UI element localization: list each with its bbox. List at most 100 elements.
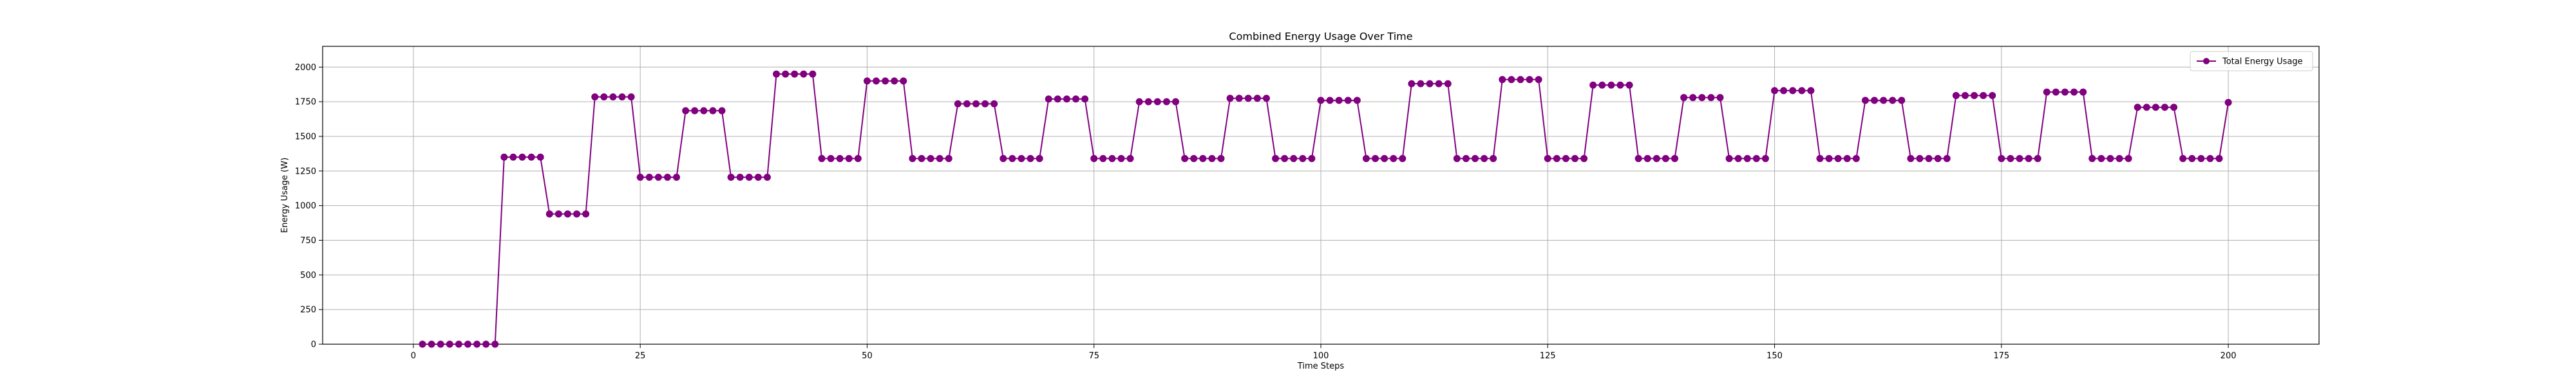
data-point — [682, 107, 690, 115]
data-point — [827, 154, 835, 162]
data-point — [836, 154, 844, 162]
data-point — [473, 340, 481, 348]
data-point — [518, 153, 526, 161]
data-point — [1761, 154, 1769, 162]
grid-lines — [323, 46, 2319, 345]
data-point — [1362, 154, 1370, 162]
data-point — [573, 210, 581, 218]
data-point — [509, 153, 517, 161]
y-tick-label: 1750 — [295, 98, 316, 107]
data-point — [527, 153, 535, 161]
data-point — [1871, 96, 1879, 104]
data-point — [2125, 154, 2132, 162]
y-tick-label: 250 — [300, 306, 316, 315]
data-point — [1235, 95, 1243, 102]
data-point — [1036, 154, 1043, 162]
data-point — [1135, 98, 1143, 106]
data-point — [1952, 91, 1960, 99]
data-point — [791, 70, 799, 78]
data-point — [2088, 154, 2096, 162]
data-point — [1253, 95, 1261, 102]
data-point — [727, 174, 735, 181]
data-point — [2025, 154, 2032, 162]
legend-entry-label: Total Energy Usage — [2222, 57, 2303, 67]
data-point — [654, 174, 662, 181]
data-point — [927, 154, 934, 162]
data-point — [2161, 104, 2168, 111]
data-point — [782, 70, 790, 78]
data-point — [1989, 91, 1996, 99]
data-point — [1843, 154, 1851, 162]
data-point — [1054, 95, 1061, 103]
data-point — [2152, 104, 2159, 111]
data-point — [2134, 104, 2141, 111]
data-point — [482, 340, 490, 348]
data-point — [2170, 104, 2178, 111]
data-point — [419, 340, 426, 348]
series-line — [422, 73, 2230, 345]
data-point — [500, 153, 508, 161]
data-point — [1580, 154, 1588, 162]
data-point — [2215, 154, 2223, 162]
data-point — [773, 70, 781, 78]
data-point — [1353, 96, 1361, 104]
legend-box — [2190, 51, 2313, 71]
labels-group: Combined Energy Usage Over Time Time Ste… — [280, 30, 1413, 371]
data-point — [1643, 154, 1651, 162]
data-point — [1517, 76, 1524, 84]
data-point — [1625, 81, 1633, 89]
data-point — [845, 154, 853, 162]
data-point — [1562, 154, 1569, 162]
data-point — [1108, 154, 1116, 162]
data-point — [1916, 154, 1924, 162]
x-tick-label: 0 — [411, 351, 416, 361]
series-group — [419, 70, 2232, 348]
data-point — [636, 174, 644, 181]
x-tick-label: 50 — [862, 351, 873, 361]
data-point — [1798, 87, 1806, 95]
data-point — [446, 340, 453, 348]
data-point — [1589, 81, 1597, 89]
data-point — [981, 100, 989, 107]
data-point — [1571, 154, 1579, 162]
data-point — [1009, 154, 1016, 162]
data-point — [990, 100, 998, 107]
data-point — [936, 154, 943, 162]
data-point — [1308, 154, 1316, 162]
x-tick-label: 25 — [635, 351, 646, 361]
data-point — [1807, 87, 1815, 95]
data-point — [800, 70, 808, 78]
data-point — [1544, 154, 1551, 162]
y-tick-label: 2000 — [295, 63, 316, 73]
y-tick-label: 750 — [300, 236, 316, 246]
data-point — [554, 210, 562, 218]
data-point — [1018, 154, 1025, 162]
data-point — [1716, 94, 1724, 102]
data-point — [2070, 88, 2078, 96]
data-point — [1090, 154, 1098, 162]
data-point — [1490, 154, 1497, 162]
data-point — [1707, 94, 1715, 102]
data-point — [1671, 154, 1679, 162]
legend-marker — [2203, 58, 2210, 64]
data-point — [1272, 154, 1280, 162]
data-point — [1898, 96, 1906, 104]
data-point — [1027, 154, 1034, 162]
data-point — [818, 154, 826, 162]
data-point — [1499, 76, 1506, 84]
data-point — [582, 210, 590, 218]
data-point — [1099, 154, 1107, 162]
data-point — [1607, 81, 1615, 89]
data-point — [2098, 154, 2105, 162]
data-point — [863, 77, 871, 85]
data-point — [1980, 91, 1987, 99]
x-tick-label: 175 — [1993, 351, 2009, 361]
data-point — [2061, 88, 2069, 96]
data-point — [1662, 154, 1669, 162]
data-point — [1326, 96, 1334, 104]
x-tick-label: 100 — [1313, 351, 1329, 361]
data-point — [972, 100, 980, 107]
data-point — [2007, 154, 2014, 162]
